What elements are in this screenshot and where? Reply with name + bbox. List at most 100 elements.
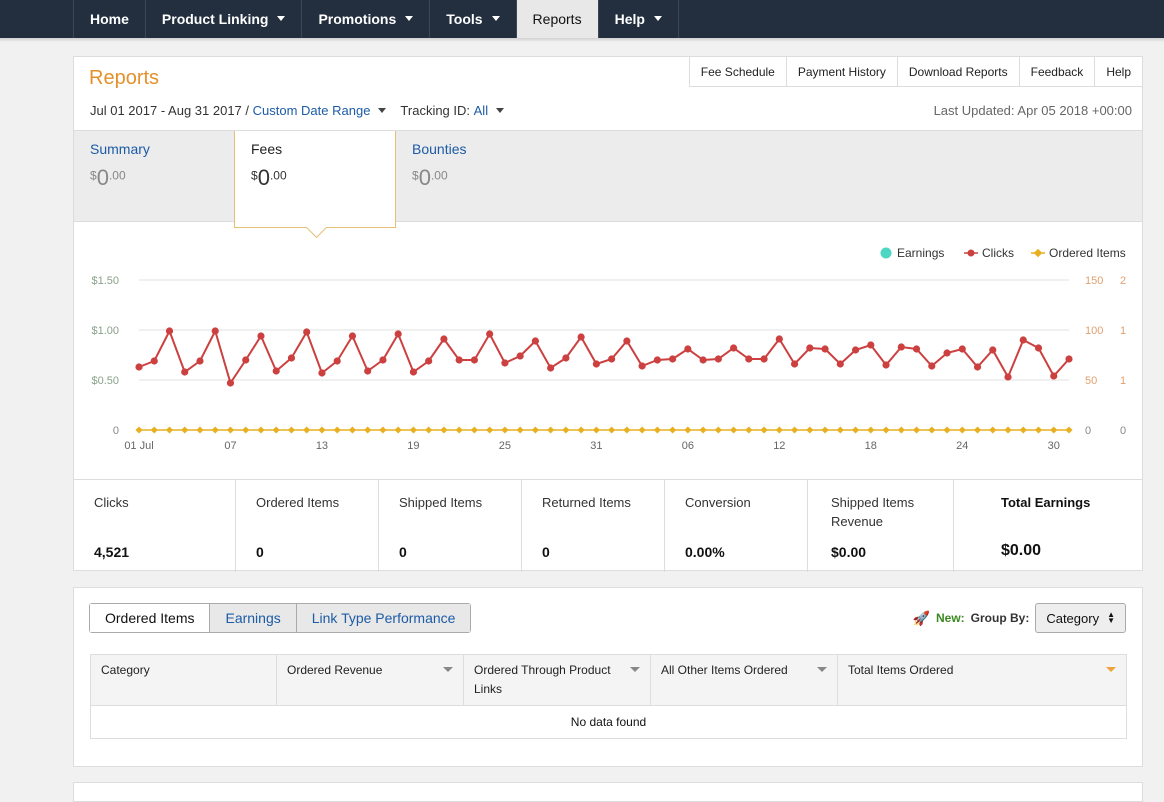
metric-value: 0	[256, 544, 264, 560]
y-right-tick: 2	[1120, 275, 1126, 287]
sort-caret-icon	[443, 667, 453, 672]
clicks-point	[821, 345, 829, 353]
clicks-point	[882, 361, 890, 369]
tab-bounties-label: Bounties	[412, 141, 467, 157]
nav-home[interactable]: Home	[73, 0, 145, 38]
payment-history-link[interactable]: Payment History	[785, 57, 897, 87]
metric-ordered-items: Ordered Items 0	[236, 480, 379, 572]
clicks-point	[333, 357, 341, 365]
ordered-items-point	[958, 426, 966, 434]
clicks-point	[394, 330, 402, 338]
table-row: No data found	[90, 705, 1127, 739]
clicks-point	[257, 332, 265, 340]
column-header-total-items[interactable]: Total Items Ordered	[837, 654, 1127, 706]
metric-value: 0.00%	[685, 544, 725, 560]
nav-promotions[interactable]: Promotions	[301, 0, 429, 38]
top-navigation: Home Product Linking Promotions Tools Re…	[0, 0, 1164, 41]
x-tick-label: 19	[407, 440, 419, 452]
ordered-items-point	[1004, 426, 1012, 434]
report-tab-group: Ordered Items Earnings Link Type Perform…	[89, 603, 472, 633]
ordered-items-point	[303, 426, 311, 434]
column-header-ordered-through-links[interactable]: Ordered Through Product Links	[463, 654, 651, 706]
help-link[interactable]: Help	[1094, 57, 1142, 87]
clicks-point	[684, 345, 692, 353]
fee-schedule-link[interactable]: Fee Schedule	[688, 57, 786, 87]
clicks-point	[943, 349, 951, 357]
nav-help[interactable]: Help	[597, 0, 679, 38]
ordered-items-point	[211, 426, 219, 434]
tab-ordered-items[interactable]: Ordered Items	[90, 604, 210, 632]
ordered-items-point	[455, 426, 463, 434]
clicks-point	[562, 354, 570, 362]
y-right-tick: 1	[1120, 325, 1126, 337]
custom-date-range-link[interactable]: Custom Date Range	[252, 103, 371, 118]
feedback-link[interactable]: Feedback	[1018, 57, 1095, 87]
download-reports-link[interactable]: Download Reports	[896, 57, 1019, 87]
ordered-items-point	[973, 426, 982, 434]
performance-chart: Earnings Clicks Ordered Items 0 0 0 $0.50 50 1 $1…	[91, 246, 1126, 452]
column-header-all-other-items[interactable]: All Other Items Ordered	[650, 654, 838, 706]
sort-caret-icon	[1106, 667, 1116, 672]
ordered-items-point	[608, 426, 616, 434]
clicks-point	[211, 327, 219, 335]
clicks-point	[745, 355, 753, 363]
clicks-point	[196, 357, 204, 365]
tab-bounties[interactable]: Bounties $0.00	[396, 131, 556, 221]
column-header-ordered-revenue[interactable]: Ordered Revenue	[276, 654, 464, 706]
chevron-down-icon[interactable]	[496, 108, 505, 113]
nav-items: Home Product Linking Promotions Tools Re…	[73, 0, 679, 41]
clicks-point	[912, 345, 921, 353]
tab-summary[interactable]: Summary $0.00	[74, 131, 234, 221]
clicks-point	[638, 362, 646, 370]
ordered-items-table: Category Ordered Revenue Ordered Through…	[90, 654, 1127, 739]
metric-value: $0.00	[1001, 542, 1042, 559]
group-by-select[interactable]: Category ▲ ▼	[1035, 603, 1126, 633]
ordered-items-point	[531, 426, 539, 434]
clicks-point	[790, 360, 799, 368]
report-links: Fee Schedule Payment History Download Re…	[688, 57, 1142, 87]
column-header-category[interactable]: Category	[90, 654, 277, 706]
ordered-items-point	[913, 426, 921, 434]
clicks-point	[531, 337, 539, 345]
ordered-items-point	[836, 426, 844, 434]
metric-conversion: Conversion 0.00%	[665, 480, 808, 572]
tracking-id-value[interactable]: All	[473, 103, 489, 118]
ordered-items-point	[745, 426, 753, 434]
y-left-tick: 0	[113, 425, 119, 437]
clicks-point	[836, 360, 844, 368]
tab-fees[interactable]: Fees $0.00	[234, 131, 396, 239]
ordered-items-point	[272, 426, 280, 434]
tab-link-type-performance[interactable]: Link Type Performance	[295, 604, 471, 632]
chevron-down-icon[interactable]	[378, 108, 387, 113]
clicks-point	[287, 354, 296, 362]
clicks-point	[775, 335, 783, 343]
legend-ordered-marker	[1033, 248, 1043, 258]
metric-shipped-revenue: Shipped Items Revenue $0.00	[808, 480, 954, 572]
ordered-items-point	[775, 426, 783, 434]
clicks-point	[729, 344, 738, 352]
nav-reports[interactable]: Reports	[515, 0, 598, 41]
nav-tools[interactable]: Tools	[429, 0, 515, 38]
currency-symbol: $	[412, 168, 419, 183]
page-title: Reports	[89, 67, 160, 89]
fees-amount: $0.00	[251, 165, 379, 191]
nav-product-linking[interactable]: Product Linking	[144, 0, 302, 38]
ordered-items-point	[470, 426, 478, 434]
clicks-point	[928, 362, 936, 370]
ordered-items-point	[226, 426, 235, 434]
metric-value: 0	[542, 544, 550, 560]
clicks-point	[714, 355, 722, 363]
y-left-tick: $1.00	[91, 325, 119, 337]
clicks-point	[592, 360, 600, 368]
clicks-point	[455, 356, 463, 364]
currency-symbol: $	[251, 168, 258, 183]
ordered-items-point	[486, 426, 494, 434]
clicks-point	[1065, 355, 1073, 363]
y-mid-tick: 0	[1085, 425, 1091, 437]
amount-cents: .00	[108, 168, 126, 183]
clicks-point	[958, 345, 966, 353]
chevron-down-icon	[653, 15, 662, 21]
tab-earnings[interactable]: Earnings	[209, 604, 296, 632]
ordered-items-point	[135, 426, 143, 434]
nav-reports-label: Reports	[532, 11, 582, 27]
